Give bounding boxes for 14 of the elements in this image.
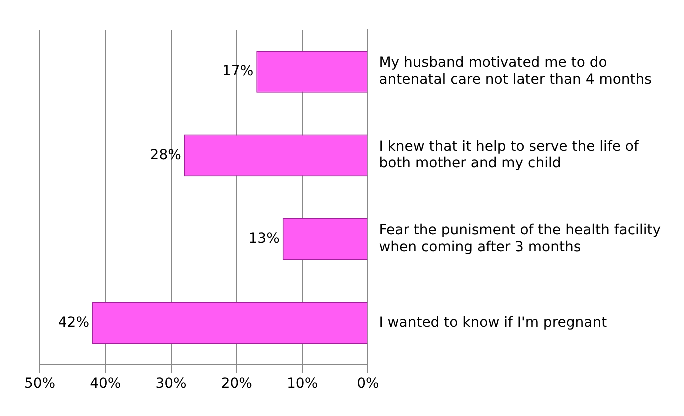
x-tick-label: 10% bbox=[287, 376, 318, 392]
x-tick-label: 40% bbox=[90, 376, 122, 392]
x-tick-label: 30% bbox=[156, 376, 187, 392]
y-tick-label: I wanted to know if I'm pregnant bbox=[379, 314, 608, 331]
data-label: 42% bbox=[58, 314, 90, 331]
data-label: 13% bbox=[248, 231, 280, 248]
x-tick-label: 0% bbox=[357, 376, 380, 392]
y-tick-label: Fear the punisment of the health facility when coming after 3 months bbox=[379, 222, 662, 256]
data-label: 28% bbox=[150, 147, 182, 164]
x-tick-label: 20% bbox=[221, 376, 252, 392]
x-tick-label: 50% bbox=[24, 376, 56, 392]
y-tick-label: I knew that it help to serve the life of both mother and my child bbox=[379, 138, 640, 172]
data-label: 17% bbox=[222, 64, 254, 80]
y-tick-label: My husband motivated me to do antenatal care not later than 4 months bbox=[379, 55, 652, 88]
